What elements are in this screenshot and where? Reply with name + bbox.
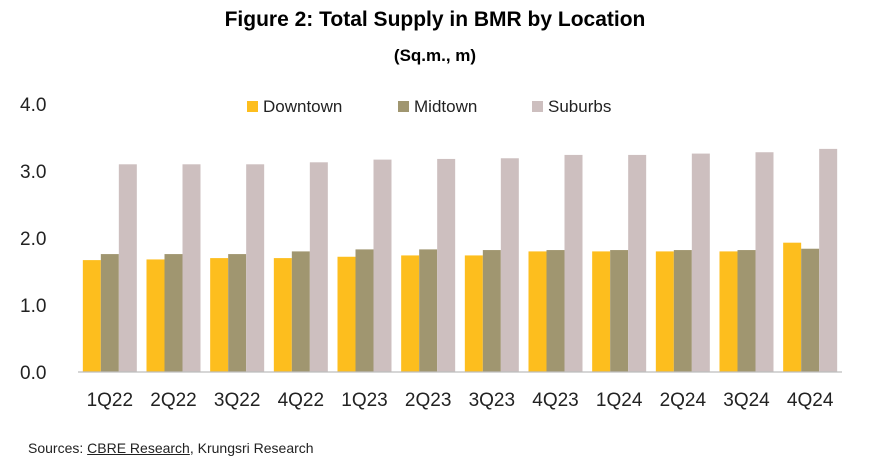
chart-title: Figure 2: Total Supply in BMR by Locatio… [224,8,646,31]
bar-midtown [355,249,374,372]
x-tick-label: 2Q24 [660,390,707,411]
bar-downtown [464,255,483,372]
x-tick-label: 4Q24 [787,390,834,411]
bar-suburbs [691,153,710,372]
legend-label-midtown: Midtown [414,97,477,116]
y-tick-label: 1.0 [20,296,46,317]
bar-suburbs [309,162,328,372]
bar-downtown [82,260,101,372]
bar-suburbs [755,152,774,372]
y-tick-label: 3.0 [20,162,46,183]
bar-suburbs [373,159,392,372]
bar-midtown [164,254,183,372]
bar-downtown [337,256,356,372]
bar-midtown [419,249,438,372]
x-tick-label: 4Q23 [532,390,578,411]
bar-downtown [592,251,611,372]
bar-downtown [273,258,292,372]
bar-suburbs [564,154,583,372]
bar-downtown [210,258,229,372]
bar-downtown [783,242,802,372]
x-tick-label: 1Q23 [341,390,387,411]
bar-suburbs [118,164,137,372]
bar-midtown [610,250,629,372]
bar-chart: 0.0 1.0 2.0 3.0 4.0 1Q22 2Q22 3Q22 4Q22 1Q23 2Q23 3… [20,95,842,411]
bar-midtown [291,251,310,372]
bar-midtown [546,250,565,372]
x-tick-label: 3Q24 [723,390,770,411]
bar-midtown [100,254,119,372]
y-tick-label: 2.0 [20,229,46,250]
bar-midtown [228,254,247,372]
bar-suburbs [628,154,647,372]
y-tick-label: 4.0 [20,95,46,116]
y-tick-label: 0.0 [20,363,46,384]
x-tick-label: 3Q23 [469,390,515,411]
x-tick-label: 2Q23 [405,390,451,411]
chart-subtitle: (Sq.m., m) [393,46,477,65]
bar-downtown [719,251,738,372]
x-tick-label: 1Q22 [87,390,133,411]
bar-midtown [482,250,501,372]
legend-swatch-suburbs [532,101,543,112]
legend-swatch-downtown [247,101,258,112]
x-tick-label: 2Q22 [150,390,196,411]
legend-label-suburbs: Suburbs [548,97,611,116]
bar-midtown [673,250,692,372]
bar-downtown [146,259,165,372]
bar-downtown [528,251,547,372]
source-suffix: , Krungsri Research [189,440,314,456]
source-link-cbre[interactable]: CBRE Research [87,440,190,456]
source-note: Sources: CBRE Research, Krungsri Researc… [28,440,314,456]
bar-suburbs [246,164,265,372]
legend-swatch-midtown [398,101,409,112]
bar-downtown [401,255,420,372]
bar-suburbs [437,158,456,372]
bar-midtown [737,250,756,372]
x-tick-label: 1Q24 [596,390,643,411]
x-tick-label: 3Q22 [214,390,260,411]
legend-label-downtown: Downtown [263,97,342,116]
bar-suburbs [182,164,201,372]
bar-suburbs [819,148,838,372]
bar-suburbs [500,158,519,372]
bar-downtown [655,251,674,372]
source-prefix: Sources: [28,440,84,456]
bar-midtown [801,248,820,372]
x-tick-label: 4Q22 [278,390,324,411]
